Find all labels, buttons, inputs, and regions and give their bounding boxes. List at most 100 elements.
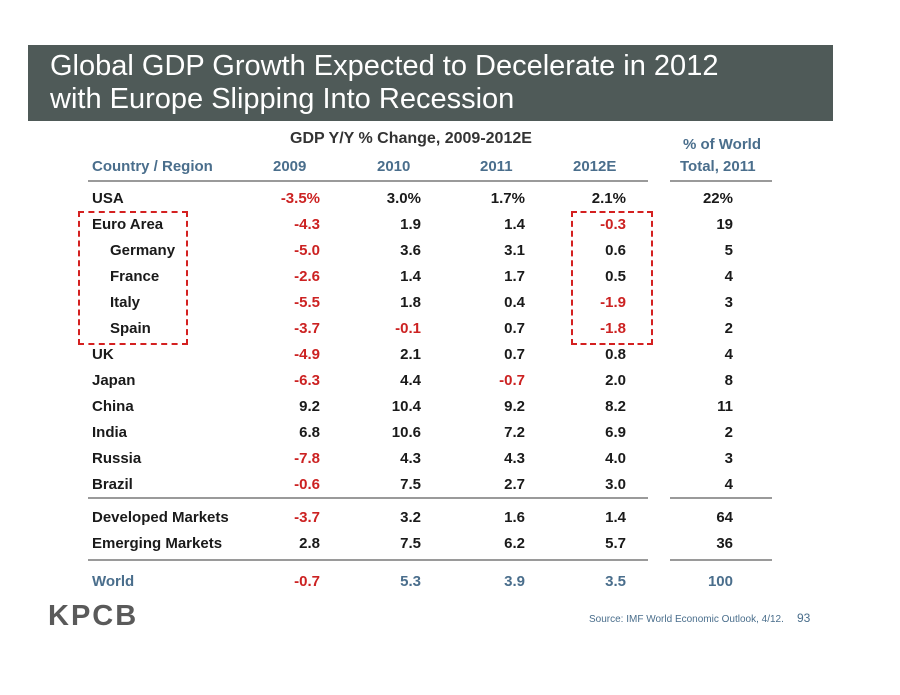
table-row: Brazil -0.6 7.5 2.7 3.0 4 bbox=[0, 475, 900, 495]
value-2010: 10.6 bbox=[391, 424, 421, 441]
value-share: 2 bbox=[724, 424, 733, 441]
table-row: France -2.6 1.4 1.7 0.5 4 bbox=[0, 267, 900, 287]
header-2011: 2011 bbox=[480, 158, 513, 175]
table-title: GDP Y/Y % Change, 2009-2012E bbox=[290, 130, 532, 147]
value-share: 4 bbox=[724, 346, 733, 363]
row-label: Emerging Markets bbox=[92, 535, 223, 552]
value-2011: 3.1 bbox=[504, 242, 525, 259]
value-2012e: 3.0 bbox=[605, 476, 626, 493]
slide-title-line-1: Global GDP Growth Expected to Decelerate… bbox=[50, 50, 719, 82]
value-share: 19 bbox=[716, 216, 733, 233]
value-share: 22% bbox=[702, 190, 733, 207]
value-2011: 4.3 bbox=[504, 450, 525, 467]
header-share-total: Total, 2011 bbox=[680, 158, 756, 175]
header-2009: 2009 bbox=[273, 158, 307, 175]
world-row: World -0.7 5.3 3.9 3.5 100 bbox=[0, 572, 900, 592]
value-2010: 1.9 bbox=[400, 216, 421, 233]
value-share: 3 bbox=[724, 294, 733, 311]
value-2012e: -1.9 bbox=[600, 294, 626, 311]
value-share: 5 bbox=[724, 242, 733, 259]
aggregate-row: Developed Markets -3.7 3.2 1.6 1.4 64 bbox=[0, 508, 900, 528]
value-2012e: 5.7 bbox=[605, 535, 626, 552]
aggregate-row: Emerging Markets 2.8 7.5 6.2 5.7 36 bbox=[0, 534, 900, 554]
value-2009: -5.0 bbox=[294, 242, 320, 259]
europe-2012e-highlight-box bbox=[571, 211, 653, 345]
table-row: India 6.8 10.6 7.2 6.9 2 bbox=[0, 423, 900, 443]
row-label: Italy bbox=[110, 294, 141, 311]
value-2009: -2.6 bbox=[294, 268, 320, 285]
value-2010: 7.5 bbox=[400, 535, 421, 552]
value-2010: 3.0% bbox=[386, 190, 421, 207]
world-rule-left bbox=[88, 559, 648, 561]
value-2009: 2.8 bbox=[299, 535, 320, 552]
share-column-title: % of World bbox=[682, 136, 762, 153]
value-2010: 4.4 bbox=[400, 372, 421, 389]
table-row: Euro Area -4.3 1.9 1.4 -0.3 19 bbox=[0, 215, 900, 235]
value-2010: 2.1 bbox=[400, 346, 421, 363]
value-share: 100 bbox=[707, 573, 733, 590]
aggregate-rule-right bbox=[670, 497, 772, 499]
value-2012e: 6.9 bbox=[605, 424, 626, 441]
value-2011: 1.6 bbox=[504, 509, 525, 526]
value-2011: 9.2 bbox=[504, 398, 525, 415]
value-2011: 0.4 bbox=[504, 294, 525, 311]
header-2012e: 2012E bbox=[573, 158, 617, 175]
value-2012e: 1.4 bbox=[605, 509, 626, 526]
value-2009: 9.2 bbox=[299, 398, 320, 415]
header-2010: 2010 bbox=[377, 158, 411, 175]
value-2012e: 2.1% bbox=[591, 190, 626, 207]
value-2009: -7.8 bbox=[294, 450, 320, 467]
value-2011: 0.7 bbox=[504, 320, 525, 337]
value-2009: -0.6 bbox=[294, 476, 320, 493]
value-2012e: 0.8 bbox=[605, 346, 626, 363]
slide-title-line-2: with Europe Slipping Into Recession bbox=[50, 83, 515, 115]
source-note: Source: IMF World Economic Outlook, 4/12… bbox=[589, 614, 784, 625]
kpcb-logo: KPCB bbox=[48, 600, 139, 632]
row-label: Euro Area bbox=[92, 216, 164, 233]
title-bar: Global GDP Growth Expected to Decelerate… bbox=[28, 45, 833, 121]
row-label: Spain bbox=[110, 320, 151, 337]
value-2010: 3.6 bbox=[400, 242, 421, 259]
table-row: UK -4.9 2.1 0.7 0.8 4 bbox=[0, 345, 900, 365]
row-label: Russia bbox=[92, 450, 142, 467]
value-share: 36 bbox=[716, 535, 733, 552]
row-label: UK bbox=[92, 346, 114, 363]
value-2012e: 4.0 bbox=[605, 450, 626, 467]
value-2009: 6.8 bbox=[299, 424, 320, 441]
header-country: Country / Region bbox=[92, 158, 213, 175]
value-2009: -4.9 bbox=[294, 346, 320, 363]
row-label: Brazil bbox=[92, 476, 133, 493]
table-row: USA -3.5% 3.0% 1.7% 2.1% 22% bbox=[0, 189, 900, 209]
value-2010: 1.4 bbox=[400, 268, 421, 285]
row-label: Japan bbox=[92, 372, 136, 389]
value-2012e: 0.5 bbox=[605, 268, 626, 285]
table-row: Germany -5.0 3.6 3.1 0.6 5 bbox=[0, 241, 900, 261]
value-2010: 10.4 bbox=[391, 398, 421, 415]
value-2011: 2.7 bbox=[504, 476, 525, 493]
value-2012e: 8.2 bbox=[605, 398, 626, 415]
table-row: Italy -5.5 1.8 0.4 -1.9 3 bbox=[0, 293, 900, 313]
value-2012e: 3.5 bbox=[605, 573, 626, 590]
world-rule-right bbox=[670, 559, 772, 561]
value-2011: 1.7 bbox=[504, 268, 525, 285]
value-2010: -0.1 bbox=[395, 320, 421, 337]
row-label: China bbox=[92, 398, 134, 415]
aggregate-rule-left bbox=[88, 497, 648, 499]
value-2011: 1.7% bbox=[490, 190, 525, 207]
value-2009: -5.5 bbox=[294, 294, 320, 311]
value-2009: -3.5% bbox=[280, 190, 320, 207]
row-label: World bbox=[92, 573, 135, 590]
row-label: India bbox=[92, 424, 128, 441]
value-2011: 1.4 bbox=[504, 216, 525, 233]
value-2010: 3.2 bbox=[400, 509, 421, 526]
europe-highlight-box bbox=[78, 211, 188, 345]
value-2011: 0.7 bbox=[504, 346, 525, 363]
value-2010: 4.3 bbox=[400, 450, 421, 467]
table-row: Spain -3.7 -0.1 0.7 -1.8 2 bbox=[0, 319, 900, 339]
value-share: 8 bbox=[724, 372, 733, 389]
value-2009: -0.7 bbox=[294, 573, 320, 590]
value-2012e: 0.6 bbox=[605, 242, 626, 259]
value-share: 4 bbox=[724, 268, 733, 285]
value-share: 4 bbox=[724, 476, 733, 493]
value-2012e: 2.0 bbox=[605, 372, 626, 389]
